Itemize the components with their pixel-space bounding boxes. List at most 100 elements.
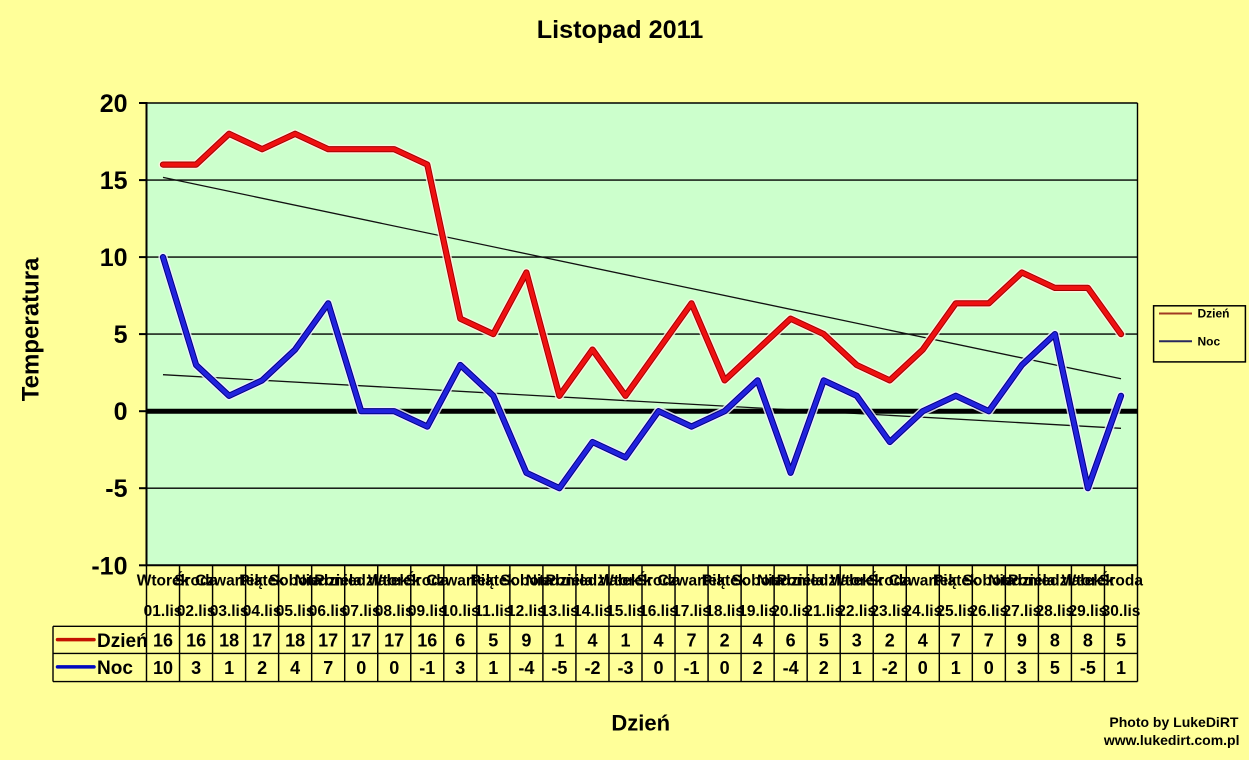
svg-text:1: 1 [554,631,564,651]
svg-text:-5: -5 [1080,658,1096,678]
svg-text:Poniedziałek: Poniedziałek [777,573,871,590]
svg-text:15: 15 [100,167,128,195]
svg-text:0: 0 [984,658,994,678]
svg-text:3: 3 [1017,658,1027,678]
svg-text:16: 16 [186,631,206,651]
svg-text:30.lis: 30.lis [1102,603,1141,620]
svg-text:10.lis: 10.lis [441,603,480,620]
svg-text:23.lis: 23.lis [870,603,909,620]
svg-text:6: 6 [455,631,465,651]
svg-text:11.lis: 11.lis [474,603,512,620]
svg-text:17: 17 [252,631,272,651]
svg-text:13.lis: 13.lis [540,603,579,620]
svg-text:26.lis: 26.lis [969,603,1008,620]
svg-text:Poniedziałek: Poniedziałek [1008,573,1102,590]
svg-text:16: 16 [153,631,173,651]
svg-text:-2: -2 [584,658,600,678]
svg-text:Niedziela: Niedziela [526,573,594,590]
svg-text:17.lis: 17.lis [672,603,711,620]
svg-text:Photo by LukeDiRT: Photo by LukeDiRT [1109,714,1239,730]
svg-text:29.lis: 29.lis [1069,603,1108,620]
svg-text:19.lis: 19.lis [738,603,777,620]
svg-text:17: 17 [351,631,371,651]
svg-text:1: 1 [852,658,862,678]
svg-text:3: 3 [191,658,201,678]
svg-text:Dzień: Dzień [611,711,670,736]
svg-text:Dzień: Dzień [1198,307,1230,321]
svg-text:Dzień: Dzień [97,631,148,652]
svg-text:18.lis: 18.lis [705,603,744,620]
svg-text:4: 4 [918,631,928,651]
svg-text:01.lis: 01.lis [144,603,183,620]
svg-text:0: 0 [720,658,730,678]
svg-text:15.lis: 15.lis [606,603,645,620]
svg-text:5: 5 [488,631,498,651]
svg-text:16: 16 [417,631,437,651]
svg-text:Temperatura: Temperatura [18,257,45,401]
svg-text:Czwartek: Czwartek [657,573,725,590]
svg-text:Czwartek: Czwartek [195,573,263,590]
svg-text:04.lis: 04.lis [243,603,282,620]
svg-text:2: 2 [885,631,895,651]
svg-text:-2: -2 [882,658,898,678]
svg-text:Sobota: Sobota [500,573,553,590]
svg-text:Listopad 2011: Listopad 2011 [537,16,704,44]
svg-text:Niedziela: Niedziela [988,573,1056,590]
svg-text:Noc: Noc [1198,335,1221,349]
svg-text:18: 18 [219,631,239,651]
svg-text:5: 5 [819,631,829,651]
svg-text:17: 17 [384,631,404,651]
svg-text:20.lis: 20.lis [771,603,810,620]
svg-text:-5: -5 [105,475,127,503]
svg-text:1: 1 [488,658,498,678]
svg-text:Niedziela: Niedziela [295,573,363,590]
svg-text:-1: -1 [683,658,699,678]
svg-text:Piątek: Piątek [470,573,516,590]
svg-text:Środa: Środa [174,572,218,590]
svg-text:1: 1 [620,631,630,651]
svg-text:4: 4 [290,658,300,678]
svg-text:03.lis: 03.lis [210,603,249,620]
svg-text:7: 7 [686,631,696,651]
svg-text:07.lis: 07.lis [342,603,381,620]
svg-text:2: 2 [257,658,267,678]
svg-text:25.lis: 25.lis [936,603,975,620]
svg-text:5: 5 [1050,658,1060,678]
svg-text:0: 0 [918,658,928,678]
svg-text:Piątek: Piątek [239,573,285,590]
svg-text:Noc: Noc [97,658,133,679]
svg-text:28.lis: 28.lis [1036,603,1075,620]
svg-text:2: 2 [720,631,730,651]
svg-text:Czwartek: Czwartek [426,573,494,590]
svg-text:Środa: Środa [405,572,449,590]
svg-text:18: 18 [285,631,305,651]
svg-text:5: 5 [1116,631,1126,651]
svg-text:3: 3 [455,658,465,678]
svg-text:Wtorek: Wtorek [1062,573,1115,590]
svg-text:2: 2 [819,658,829,678]
svg-text:Poniedziałek: Poniedziałek [314,573,408,590]
svg-text:02.lis: 02.lis [177,603,216,620]
svg-text:1: 1 [224,658,234,678]
svg-text:Wtorek: Wtorek [830,573,883,590]
svg-text:Piątek: Piątek [933,573,979,590]
svg-text:0: 0 [114,398,128,426]
svg-text:1: 1 [951,658,961,678]
svg-text:10: 10 [153,658,173,678]
svg-text:Środa: Środa [1099,572,1143,590]
svg-text:20: 20 [100,90,128,118]
svg-text:Środa: Środa [868,572,912,590]
svg-text:12.lis: 12.lis [507,603,546,620]
svg-text:9: 9 [521,631,531,651]
svg-text:0: 0 [653,658,663,678]
svg-text:09.lis: 09.lis [408,603,447,620]
svg-text:-10: -10 [91,552,127,580]
svg-text:Sobota: Sobota [963,573,1016,590]
svg-text:8: 8 [1050,631,1060,651]
svg-text:Czwartek: Czwartek [889,573,957,590]
svg-text:21.lis: 21.lis [804,603,843,620]
svg-text:Sobota: Sobota [731,573,784,590]
svg-text:6: 6 [786,631,796,651]
svg-text:3: 3 [852,631,862,651]
svg-text:0: 0 [389,658,399,678]
